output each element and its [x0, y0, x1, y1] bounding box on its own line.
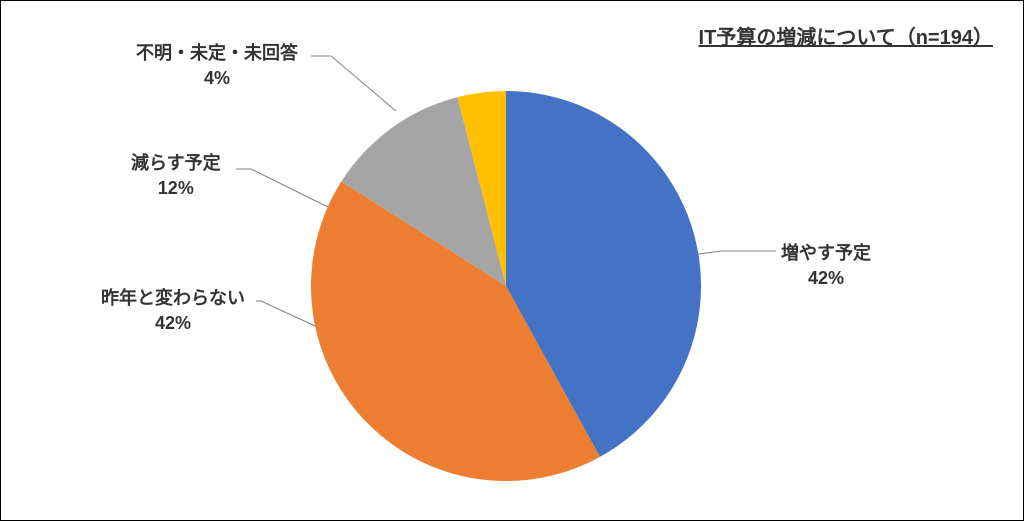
slice-label-pct: 12% [131, 176, 221, 201]
slice-label-text: 増やす予定 [781, 243, 871, 263]
pie-chart [311, 91, 701, 486]
slice-label-pct: 42% [101, 311, 245, 336]
slice-label-text: 昨年と変わらない [101, 288, 245, 308]
slice-label-pct: 42% [781, 266, 871, 291]
slice-label-text: 減らす予定 [131, 153, 221, 173]
slice-label-3: 不明・未定・未回答 4% [136, 41, 298, 91]
chart-container: IT予算の増減について（n=194） 増やす予定42%昨年と変わらない42%減ら… [0, 0, 1024, 521]
slice-label-pct: 4% [136, 66, 298, 91]
slice-label-0: 増やす予定 42% [781, 241, 871, 291]
slice-label-text: 不明・未定・未回答 [136, 43, 298, 63]
slice-label-2: 減らす予定 12% [131, 151, 221, 201]
slice-label-1: 昨年と変わらない 42% [101, 286, 245, 336]
